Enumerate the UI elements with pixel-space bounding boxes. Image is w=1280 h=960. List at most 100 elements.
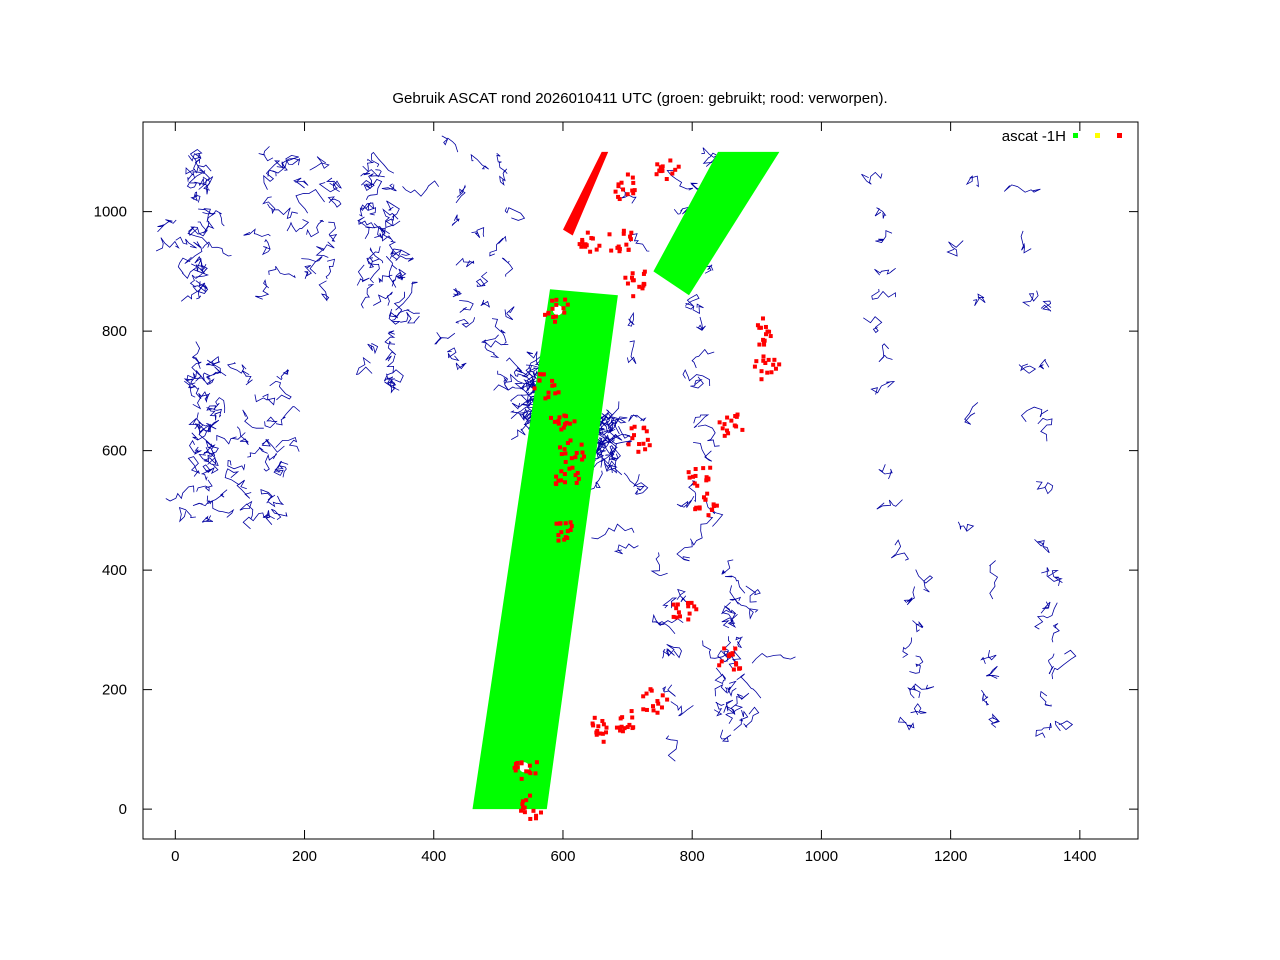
coastline-layer xyxy=(155,135,1077,762)
coastline xyxy=(985,665,1000,679)
coastline xyxy=(239,500,254,520)
rejected-point xyxy=(513,762,518,767)
coastline xyxy=(497,370,509,391)
rejected-point xyxy=(620,729,625,734)
rejected-point xyxy=(655,710,660,715)
coastline xyxy=(619,187,637,204)
coastline xyxy=(670,701,694,717)
coastline xyxy=(243,228,271,237)
rejected-point xyxy=(694,607,699,612)
coastline xyxy=(208,408,222,421)
rejected-point xyxy=(692,481,697,486)
rejected-point xyxy=(689,600,694,605)
coastline xyxy=(897,716,915,731)
rejected-point xyxy=(761,354,766,359)
rejected-point xyxy=(579,244,584,249)
coastline xyxy=(455,257,475,268)
coastline xyxy=(263,453,277,472)
coastline xyxy=(203,446,219,455)
rejected-point xyxy=(524,798,529,803)
coastline xyxy=(915,569,934,593)
coastline xyxy=(489,235,507,257)
rejected-point xyxy=(631,294,636,299)
rejected-point xyxy=(561,306,566,311)
coastline xyxy=(1040,300,1052,312)
rejected-point xyxy=(520,799,525,804)
coastline xyxy=(187,456,201,477)
coastline xyxy=(912,620,924,633)
rejected-point xyxy=(655,699,660,704)
rejected-point xyxy=(562,310,567,315)
rejected-point xyxy=(534,760,539,765)
rejected-point xyxy=(556,390,561,395)
rejected-point xyxy=(641,426,646,431)
coastline xyxy=(1051,623,1060,643)
rejected-point xyxy=(553,314,558,319)
coastline xyxy=(190,220,210,237)
rejected-point xyxy=(574,450,579,455)
rejected-point xyxy=(559,452,564,457)
coastline xyxy=(391,253,414,262)
coastline xyxy=(730,692,750,714)
rejected-point xyxy=(550,306,555,311)
coastline xyxy=(1039,690,1052,707)
rejected-point xyxy=(576,476,581,481)
coastline xyxy=(356,264,370,286)
coastline xyxy=(276,368,290,381)
coastline xyxy=(504,306,515,321)
rejected-point xyxy=(657,168,662,173)
coastline xyxy=(513,367,536,377)
coastline xyxy=(981,689,990,706)
coastline xyxy=(385,256,398,277)
rejected-point xyxy=(561,425,566,430)
coastline xyxy=(600,413,615,425)
swath-gap xyxy=(552,305,563,316)
rejected-point xyxy=(519,776,524,781)
coastline xyxy=(286,219,310,233)
coastline xyxy=(662,597,678,609)
coastline xyxy=(861,171,883,185)
coastline xyxy=(360,169,382,178)
coastline xyxy=(980,650,997,665)
rejected-point xyxy=(558,478,563,483)
rejected-point xyxy=(740,427,745,432)
rejected-point xyxy=(513,768,518,773)
rejected-point xyxy=(563,480,568,485)
coastline xyxy=(491,318,507,344)
rejected-point xyxy=(604,730,609,735)
rejected-point xyxy=(757,342,762,347)
legend-marker-red xyxy=(1117,133,1122,138)
coastline xyxy=(275,436,300,452)
coastline xyxy=(325,177,342,189)
coastline xyxy=(318,182,340,193)
rejected-point xyxy=(640,286,645,291)
x-tick-label: 800 xyxy=(680,848,705,865)
rejected-point xyxy=(701,466,706,471)
coastline xyxy=(510,388,536,402)
rejected-point xyxy=(660,168,665,173)
rejected-point xyxy=(765,370,770,375)
rejected-point xyxy=(693,473,698,478)
rejected-point xyxy=(548,415,553,420)
coastline xyxy=(629,233,650,252)
coastline xyxy=(525,364,541,378)
coastline xyxy=(196,479,213,492)
coastline xyxy=(192,171,211,187)
coastline xyxy=(396,268,407,281)
coastline xyxy=(189,264,208,288)
rejected-point xyxy=(597,243,602,248)
rejected-point xyxy=(563,451,568,456)
coastline xyxy=(193,385,210,400)
coastline xyxy=(714,683,728,697)
coastline xyxy=(471,226,485,238)
coastline xyxy=(483,334,509,348)
coastline xyxy=(1003,184,1041,193)
coastline xyxy=(318,280,330,302)
rejected-point xyxy=(630,436,635,441)
rejected-point xyxy=(762,342,767,347)
rejected-point xyxy=(575,470,580,475)
legend-marker-green xyxy=(1073,133,1078,138)
coastline xyxy=(863,316,883,334)
rejected-point xyxy=(665,697,670,702)
rejected-point xyxy=(551,314,556,319)
